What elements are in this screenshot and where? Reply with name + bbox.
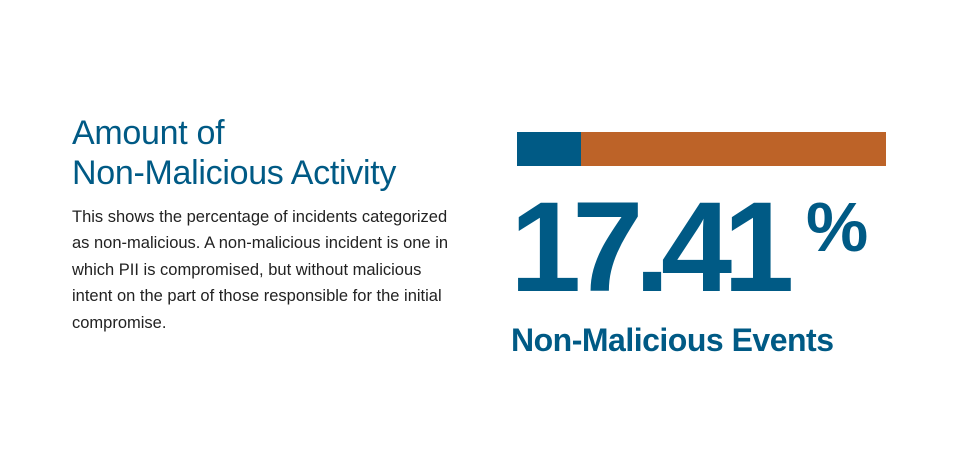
proportion-bar	[517, 132, 886, 166]
statistic-value: 17.41	[510, 176, 794, 319]
percent-sign: %	[806, 188, 869, 266]
section-title: Amount of Non-Malicious Activity	[72, 113, 472, 193]
malicious-segment	[581, 132, 886, 166]
non-malicious-segment	[517, 132, 582, 166]
title-line-1: Amount of	[72, 113, 225, 152]
description-text: This shows the percentage of incidents c…	[72, 207, 449, 332]
title-line-2: Non-Malicious Activity	[72, 153, 397, 192]
statistic: 17.41 %	[510, 184, 910, 324]
statistic-caption: Non-Malicious Events	[511, 322, 834, 358]
